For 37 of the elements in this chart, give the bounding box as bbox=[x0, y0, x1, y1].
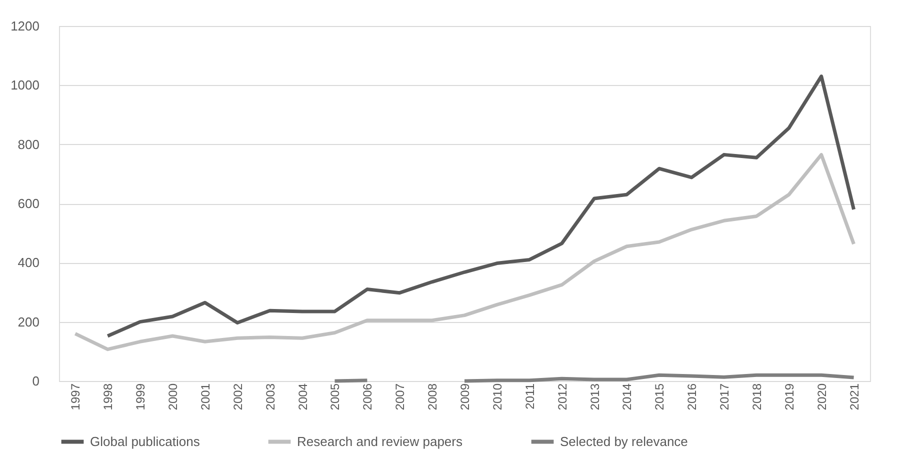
x-tick-label: 2003 bbox=[263, 383, 278, 410]
legend-label: Research and review papers bbox=[297, 434, 463, 449]
x-tick-label: 2009 bbox=[458, 383, 472, 410]
y-tick-label: 1200 bbox=[10, 18, 40, 34]
legend-label: Global publications bbox=[90, 434, 200, 449]
x-tick-label: 2013 bbox=[588, 383, 602, 410]
x-tick-label: 2001 bbox=[198, 383, 212, 410]
y-tick-label: 0 bbox=[32, 374, 40, 388]
line-series bbox=[106, 74, 856, 338]
legend-label: Selected by relevance bbox=[560, 434, 688, 449]
x-tick-label: 1999 bbox=[134, 383, 148, 410]
line-series bbox=[73, 152, 856, 352]
x-tick-label: 1998 bbox=[101, 383, 116, 410]
y-tick-label: 1000 bbox=[10, 78, 40, 93]
x-tick-label: 2002 bbox=[230, 383, 245, 410]
x-tick-label: 2018 bbox=[750, 383, 764, 410]
x-tick-label: 2000 bbox=[166, 383, 180, 410]
y-tick-label: 200 bbox=[18, 314, 40, 330]
x-tick-label: 2012 bbox=[555, 383, 570, 410]
x-tick-label: 1997 bbox=[68, 383, 83, 410]
x-tick-label: 2019 bbox=[782, 383, 796, 410]
x-tick-label: 2010 bbox=[490, 383, 504, 410]
x-tick-label: 2015 bbox=[652, 383, 667, 410]
x-tick-label: 2008 bbox=[426, 383, 440, 410]
x-tick-label: 2021 bbox=[847, 383, 862, 410]
x-tick-label: 2006 bbox=[360, 383, 375, 410]
x-tick-label: 2005 bbox=[328, 383, 342, 410]
y-tick-label: 400 bbox=[18, 255, 40, 270]
x-tick-label: 2007 bbox=[393, 383, 408, 410]
y-tick-label: 800 bbox=[18, 136, 40, 152]
x-tick-label: 2017 bbox=[718, 383, 732, 410]
x-tick-label: 2011 bbox=[522, 383, 537, 410]
x-tick-label: 2020 bbox=[814, 383, 829, 410]
y-tick-label: 600 bbox=[18, 196, 40, 211]
x-tick-label: 2016 bbox=[685, 383, 700, 410]
x-tick-label: 2014 bbox=[620, 383, 634, 410]
x-tick-label: 2004 bbox=[296, 383, 310, 410]
